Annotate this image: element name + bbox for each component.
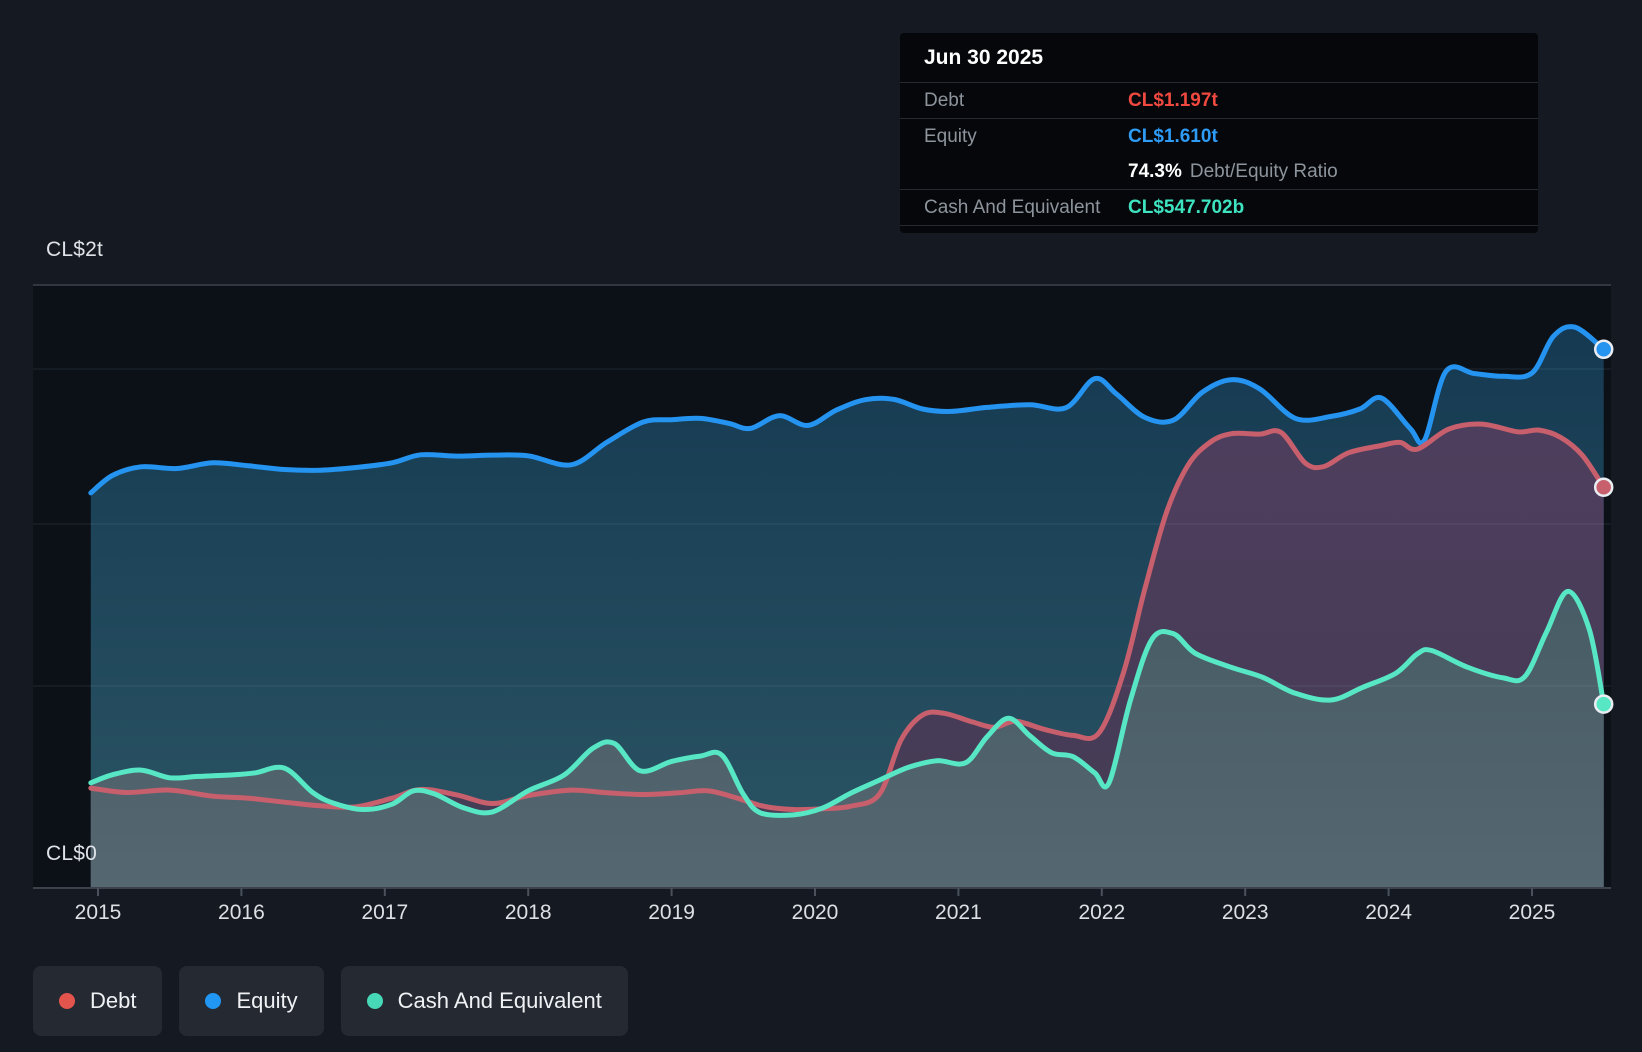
- legend-item-cash-and-equivalent[interactable]: Cash And Equivalent: [340, 966, 628, 1036]
- debt-legend-label: Debt: [90, 988, 137, 1013]
- tooltip-debt-label: Debt: [924, 89, 965, 111]
- x-axis-label-2023: 2023: [1221, 901, 1269, 924]
- x-axis-label-2018: 2018: [504, 901, 552, 924]
- x-axis-label-2020: 2020: [791, 901, 839, 924]
- x-axis-label-2024: 2024: [1365, 901, 1412, 924]
- cash-and-equivalent-line: [88, 588, 1607, 818]
- tooltip-cash-value: CL$547.702b: [1128, 196, 1245, 218]
- cash-and-equivalent-legend-dot-icon: [366, 993, 383, 1009]
- tooltip-ratio-label: Debt/Equity Ratio: [1189, 160, 1338, 182]
- x-axis-label-2019: 2019: [648, 901, 695, 924]
- tooltip-row-debt: Debt CL$1.197t: [900, 82, 1538, 118]
- x-axis-label-2015: 2015: [74, 901, 122, 924]
- tooltip-equity-value: CL$1.610t: [1128, 125, 1218, 147]
- cash-and-equivalent-legend-label: Cash And Equivalent: [397, 988, 602, 1013]
- tooltip-row-cash: Cash And Equivalent CL$547.702b: [900, 189, 1538, 225]
- y-axis-label-top: CL$2t: [46, 238, 104, 261]
- x-axis-label-2021: 2021: [935, 901, 982, 924]
- legend-item-equity[interactable]: Equity: [179, 966, 324, 1036]
- tooltip-row-equity: Equity CL$1.610t: [900, 118, 1538, 154]
- tooltip-equity-label: Equity: [924, 125, 977, 147]
- legend: Debt Equity Cash And Equivalent: [33, 966, 628, 1036]
- tooltip-cash-label: Cash And Equivalent: [924, 196, 1101, 218]
- tooltip-debt-value: CL$1.197t: [1128, 89, 1218, 111]
- x-axis-label-2025: 2025: [1508, 901, 1556, 924]
- legend-item-debt[interactable]: Debt: [33, 966, 163, 1036]
- x-axis-label-2022: 2022: [1078, 901, 1126, 924]
- chart-tooltip: Jun 30 2025 Debt CL$1.197t Equity CL$1.6…: [900, 33, 1538, 233]
- tooltip-row-ratio: 74.3% Debt/Equity Ratio: [900, 154, 1538, 189]
- tooltip-date: Jun 30 2025: [924, 45, 1044, 69]
- debt-legend-dot-icon: [59, 993, 75, 1009]
- x-axis-label-2016: 2016: [218, 901, 265, 924]
- equity-legend-dot-icon: [205, 993, 222, 1009]
- cash-and-equivalent-end-marker: [1593, 694, 1614, 714]
- debt-end-marker: [1593, 477, 1614, 497]
- equity-line: [88, 324, 1607, 496]
- tooltip-ratio-value: 74.3%: [1128, 160, 1182, 182]
- equity-end-marker: [1593, 339, 1614, 360]
- y-axis-label-bottom: CL$0: [46, 842, 98, 865]
- x-axis-label-2017: 2017: [361, 901, 409, 924]
- equity-legend-label: Equity: [236, 988, 298, 1013]
